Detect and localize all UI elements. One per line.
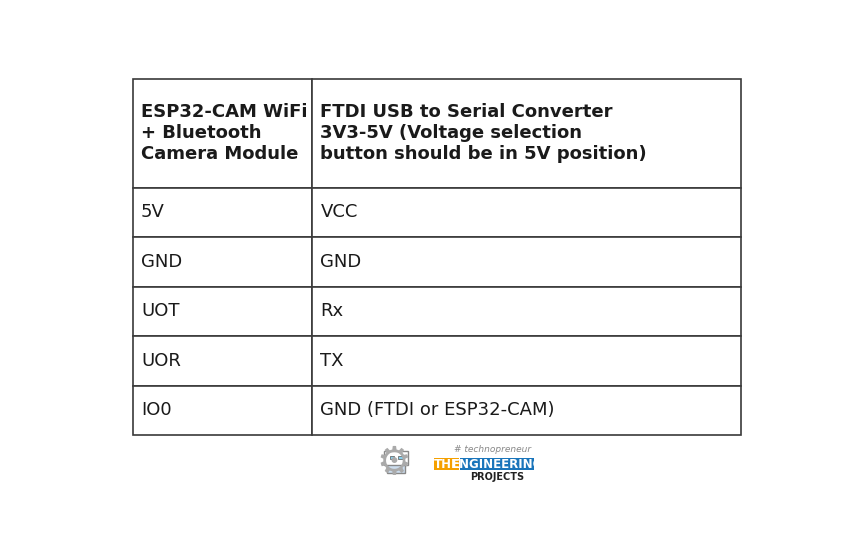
Text: Rx: Rx	[320, 302, 343, 320]
Text: PROJECTS: PROJECTS	[469, 472, 524, 482]
Bar	[460, 458, 533, 471]
Bar	[133, 386, 312, 435]
Bar	[133, 79, 312, 187]
Bar	[133, 287, 312, 336]
Bar	[133, 336, 312, 386]
Bar	[387, 464, 405, 473]
Bar	[398, 456, 402, 459]
Text: ESP32-CAM WiFi
+ Bluetooth
Camera Module: ESP32-CAM WiFi + Bluetooth Camera Module	[141, 104, 307, 163]
Bar	[434, 458, 458, 471]
Text: FTDI USB to Serial Converter
3V3-5V (Voltage selection
button should be in 5V po: FTDI USB to Serial Converter 3V3-5V (Vol…	[320, 104, 647, 163]
Bar	[312, 287, 740, 336]
Text: GND: GND	[141, 253, 182, 271]
Text: UOR: UOR	[141, 352, 181, 370]
Bar	[312, 336, 740, 386]
Text: GND (FTDI or ESP32-CAM): GND (FTDI or ESP32-CAM)	[320, 402, 555, 419]
Bar	[312, 386, 740, 435]
Text: IO0: IO0	[141, 402, 171, 419]
Text: # technopreneur: # technopreneur	[453, 445, 530, 453]
Bar	[133, 187, 312, 237]
Text: THE: THE	[433, 457, 459, 471]
Bar	[133, 237, 312, 287]
Bar	[312, 187, 740, 237]
Text: UOT: UOT	[141, 302, 179, 320]
Text: GND: GND	[320, 253, 361, 271]
Text: ⚙: ⚙	[377, 444, 412, 482]
Bar	[312, 237, 740, 287]
Text: VCC: VCC	[320, 203, 357, 222]
Text: ENGINEERING: ENGINEERING	[451, 457, 543, 471]
Text: TX: TX	[320, 352, 343, 370]
Bar	[312, 79, 740, 187]
Bar	[383, 451, 407, 465]
Text: 5V: 5V	[141, 203, 164, 222]
Bar	[389, 456, 394, 459]
